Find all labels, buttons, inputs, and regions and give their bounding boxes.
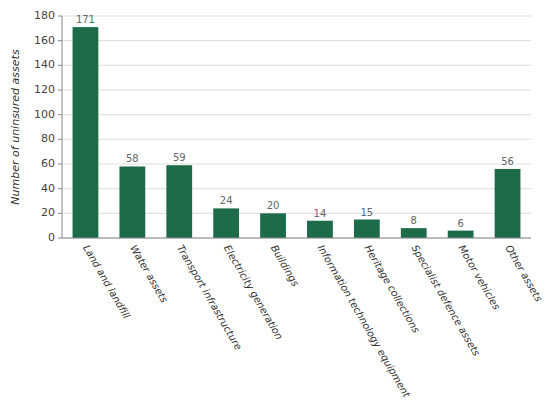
y-tick bbox=[58, 164, 62, 165]
bar bbox=[448, 231, 474, 238]
data-label: 56 bbox=[501, 156, 514, 167]
data-label: 171 bbox=[76, 14, 95, 25]
grid-line bbox=[62, 40, 531, 41]
bar bbox=[495, 169, 521, 238]
bar bbox=[166, 165, 192, 238]
y-tick bbox=[58, 90, 62, 91]
x-tick-label: Buildings bbox=[269, 243, 301, 288]
y-axis-label: Number of uninsured assets bbox=[9, 49, 22, 205]
grid-line bbox=[62, 90, 531, 91]
chart-container: 0 20 40 60 80 100 120 140 160 180 171 58 59 24 20 14 15 8… bbox=[0, 0, 549, 400]
data-label: 24 bbox=[220, 195, 233, 206]
x-tick-label: Motor vehicles bbox=[456, 243, 502, 312]
chart: 0 20 40 60 80 100 120 140 160 180 171 58 59 24 20 14 15 8… bbox=[0, 0, 549, 400]
y-tick bbox=[58, 188, 62, 189]
x-tick-label: Other assets bbox=[503, 243, 544, 303]
data-label: 14 bbox=[314, 208, 327, 219]
y-tick bbox=[58, 213, 62, 214]
data-label: 8 bbox=[411, 215, 417, 226]
y-tick-label: 60 bbox=[41, 157, 55, 170]
y-tick bbox=[58, 65, 62, 66]
y-tick-label: 140 bbox=[34, 58, 55, 71]
grid-line bbox=[62, 65, 531, 66]
x-tick-label: Land and landfill bbox=[81, 243, 132, 321]
data-labels: 171 58 59 24 20 14 15 8 6 56 bbox=[76, 14, 514, 229]
x-axis: Land and landfillWater assetsTransport i… bbox=[81, 243, 544, 400]
grid-line bbox=[62, 139, 531, 140]
data-label: 20 bbox=[267, 200, 280, 211]
data-label: 6 bbox=[457, 218, 463, 229]
grid-line bbox=[62, 238, 531, 239]
bar bbox=[73, 27, 99, 238]
y-tick-label: 20 bbox=[41, 206, 55, 219]
data-label: 59 bbox=[173, 152, 186, 163]
bar bbox=[307, 221, 333, 238]
y-axis: 0 20 40 60 80 100 120 140 160 180 bbox=[34, 9, 62, 244]
x-tick-label: Heritage collections bbox=[363, 243, 422, 335]
y-tick-label: 40 bbox=[41, 182, 55, 195]
y-tick-label: 0 bbox=[48, 231, 55, 244]
bar bbox=[119, 166, 145, 238]
y-tick bbox=[58, 139, 62, 140]
x-tick-label: Information technology equipment bbox=[316, 243, 413, 400]
y-axis-line bbox=[62, 16, 63, 238]
y-tick-label: 160 bbox=[34, 34, 55, 47]
grid-line bbox=[62, 16, 531, 17]
x-tick-label: Water assets bbox=[128, 243, 170, 305]
grid bbox=[62, 16, 531, 238]
grid-line bbox=[62, 114, 531, 115]
bar bbox=[354, 220, 380, 239]
data-label: 15 bbox=[360, 207, 373, 218]
bar bbox=[213, 208, 239, 238]
bar bbox=[260, 213, 286, 238]
y-tick-label: 180 bbox=[34, 9, 55, 22]
x-axis-line bbox=[62, 238, 531, 239]
y-tick-label: 80 bbox=[41, 132, 55, 145]
y-tick bbox=[58, 16, 62, 17]
y-tick bbox=[58, 114, 62, 115]
y-tick bbox=[58, 40, 62, 41]
y-tick-label: 120 bbox=[34, 83, 55, 96]
data-label: 58 bbox=[126, 153, 139, 164]
y-tick bbox=[58, 238, 62, 239]
bar bbox=[401, 228, 427, 238]
bars bbox=[73, 27, 521, 238]
y-tick-label: 100 bbox=[34, 108, 55, 121]
